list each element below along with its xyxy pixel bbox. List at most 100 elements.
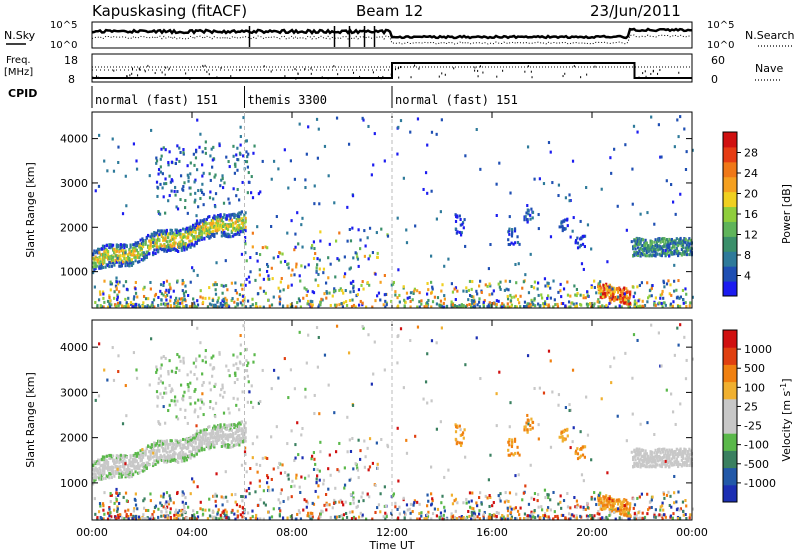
nave-dot: [496, 75, 498, 78]
velocity-cell: [298, 511, 301, 515]
power-cell: [186, 164, 189, 168]
power-cell: [583, 234, 586, 238]
power-cell: [464, 244, 467, 248]
velocity-cell: [677, 517, 680, 521]
power-cell: [349, 266, 352, 270]
power-cell: [212, 216, 215, 220]
power-cell: [347, 142, 351, 146]
power-cell: [272, 256, 275, 260]
power-cell: [617, 290, 620, 294]
power-cell: [312, 256, 316, 260]
power-cell: [110, 257, 113, 261]
velocity-cell: [118, 492, 121, 496]
power-cell: [222, 228, 225, 232]
power-cell: [397, 304, 400, 308]
velocity-cell: [185, 456, 188, 460]
velocity-cell: [103, 491, 106, 495]
velocity-cell: [105, 474, 108, 478]
freq-strip: Freq. [MHz] 18 8 60 0 Nave: [4, 53, 783, 86]
velocity-cell: [665, 457, 668, 461]
power-cell: [516, 235, 519, 239]
power-cell: [649, 244, 652, 248]
velocity-cell: [507, 499, 510, 503]
velocity-cell: [582, 508, 585, 512]
velocity-cell: [149, 454, 152, 458]
velocity-cell: [653, 460, 656, 464]
velocity-cell: [682, 461, 685, 465]
velocity-cell: [112, 472, 115, 476]
power-cell: [185, 304, 188, 308]
velocity-cell: [213, 426, 216, 430]
velocity-cell: [357, 499, 361, 503]
velocity-cell: [194, 432, 197, 436]
velocity-cell: [99, 475, 102, 479]
power-cell: [668, 292, 671, 296]
velocity-cell: [456, 501, 459, 505]
power-cell: [585, 186, 588, 190]
power-cell: [232, 221, 235, 225]
colorbar-tick-label: 12: [744, 229, 758, 242]
velocity-cell: [647, 508, 650, 512]
velocity-cell: [95, 475, 98, 479]
power-cell: [195, 305, 198, 309]
velocity-cell: [519, 517, 522, 521]
power-cell: [455, 215, 458, 219]
velocity-cell: [223, 423, 226, 427]
power-cell: [313, 184, 316, 188]
power-cell: [599, 295, 602, 299]
velocity-cell: [178, 443, 181, 447]
power-cell: [526, 208, 529, 212]
velocity-cell: [675, 453, 678, 457]
power-cell: [581, 242, 585, 246]
velocity-cell: [99, 516, 102, 520]
power-cell: [601, 292, 604, 296]
power-cell: [636, 130, 639, 134]
velocity-cell: [426, 493, 429, 497]
power-cell: [235, 225, 238, 229]
velocity-cell: [100, 472, 103, 476]
power-cell: [234, 288, 237, 292]
velocity-cell: [97, 458, 100, 462]
power-cell: [544, 284, 547, 288]
power-cell: [628, 305, 631, 309]
power-cell: [129, 301, 133, 305]
power-cell: [638, 237, 641, 241]
nave-dot: [644, 70, 646, 73]
velocity-cell: [154, 462, 157, 466]
velocity-cell: [574, 505, 577, 509]
velocity-cell: [609, 506, 613, 510]
velocity-cell: [203, 428, 206, 432]
power-cell: [165, 244, 168, 248]
nave-dot: [530, 70, 532, 73]
power-cell: [245, 150, 248, 154]
velocity-cell: [636, 517, 640, 521]
velocity-cell: [268, 516, 271, 520]
power-cell: [662, 237, 665, 241]
nave-dot: [131, 72, 133, 75]
power-cell: [193, 200, 196, 204]
power-cell: [148, 239, 151, 243]
power-cell: [195, 214, 198, 218]
velocity-cell: [185, 441, 188, 445]
power-cell: [315, 117, 319, 121]
nave-dot: [642, 72, 644, 75]
velocity-cell: [650, 465, 653, 469]
power-cell: [333, 201, 336, 205]
velocity-cell: [609, 500, 613, 504]
velocity-cell: [348, 478, 351, 482]
power-cell: [164, 238, 167, 242]
power-cell: [163, 244, 166, 248]
velocity-cell: [659, 508, 662, 512]
freq-label: Freq.: [6, 55, 31, 66]
power-cell: [647, 296, 650, 300]
power-cell: [293, 177, 297, 181]
velocity-cell: [689, 513, 692, 517]
velocity-cell: [215, 436, 218, 440]
power-cell: [368, 283, 371, 287]
velocity-cell: [182, 456, 185, 460]
power-cell: [246, 165, 249, 169]
velocity-cell: [133, 457, 136, 461]
velocity-cell: [170, 387, 173, 391]
velocity-cell: [442, 513, 445, 517]
power-cell: [180, 243, 183, 247]
